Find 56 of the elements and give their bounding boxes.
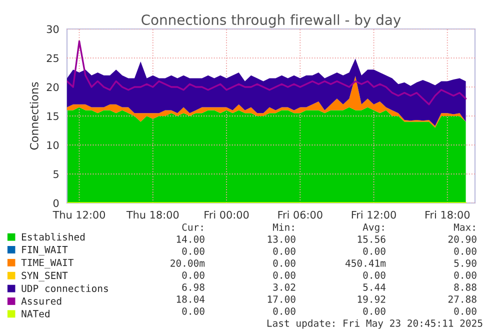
legend-label: UDP connections [22, 284, 108, 292]
x-tick-label: Thu 12:00 [52, 210, 106, 219]
line-series [67, 40, 467, 106]
text: 0.00 [273, 307, 296, 315]
text: 5.90 [454, 259, 476, 267]
text: 19.92 [358, 295, 386, 303]
text: 14.00 [176, 235, 204, 243]
text: 0.00 [363, 307, 386, 315]
text: 20.00m [170, 259, 205, 267]
text: 17.00 [268, 295, 296, 303]
x-tick-label: Fri 00:00 [204, 210, 249, 219]
text: 5.44 [363, 284, 386, 291]
x-tick-label: Fri 18:00 [426, 210, 470, 219]
text: 0.00 [273, 247, 296, 255]
legend-label: FIN_WAIT [22, 246, 68, 256]
text: 0.00 [182, 307, 204, 315]
text: Cur: [182, 223, 203, 231]
text: 0.00 [363, 271, 386, 279]
y-tick-label: 15 [47, 112, 58, 120]
x-tick-label: Fri 12:00 [352, 210, 396, 219]
text: 15.56 [358, 235, 386, 243]
text: 8.88 [454, 283, 476, 291]
legend-label: SYN_SENT [22, 272, 68, 282]
y-tick-label: 30 [46, 25, 59, 34]
x-tick-label: Thu 18:00 [126, 210, 179, 219]
legend-label: TIME_WAIT [21, 258, 74, 268]
chart-title: Connections through firewall - by day [142, 14, 401, 28]
text: 0.00 [273, 259, 296, 267]
text: 450.41m [346, 259, 386, 267]
text: 0.00 [363, 247, 386, 255]
text: 3.02 [273, 283, 296, 291]
text: 13.00 [268, 235, 296, 243]
y-tick-label: 20 [46, 83, 59, 92]
text: Min: [272, 223, 294, 231]
text: 0.00 [182, 247, 204, 255]
text: 0.00 [454, 271, 476, 279]
text: Avg: [362, 224, 384, 233]
x-tick-label: Fri 06:00 [278, 210, 322, 219]
y-tick-label: 10 [47, 141, 59, 150]
text: Max: [454, 224, 475, 231]
text: 0.00 [454, 307, 476, 315]
y-tick-label: 5 [54, 170, 58, 178]
text: 20.90 [448, 235, 476, 243]
legend-label: NATed [22, 310, 50, 318]
y-tick-label: 25 [46, 54, 58, 62]
text: 0.00 [182, 271, 204, 279]
text: 27.88 [448, 295, 476, 303]
text: Last update: Fri May 23 20:45:11 2025 [267, 319, 482, 329]
text: 0.00 [273, 271, 296, 279]
y-tick-label: 0 [53, 199, 59, 208]
legend-label: Assured [21, 297, 62, 305]
y-axis-title: Connections [30, 82, 38, 150]
text: 6.98 [182, 283, 204, 291]
text: 18.04 [176, 295, 205, 303]
text: 0.00 [454, 247, 476, 255]
legend-label: Established [22, 233, 85, 241]
